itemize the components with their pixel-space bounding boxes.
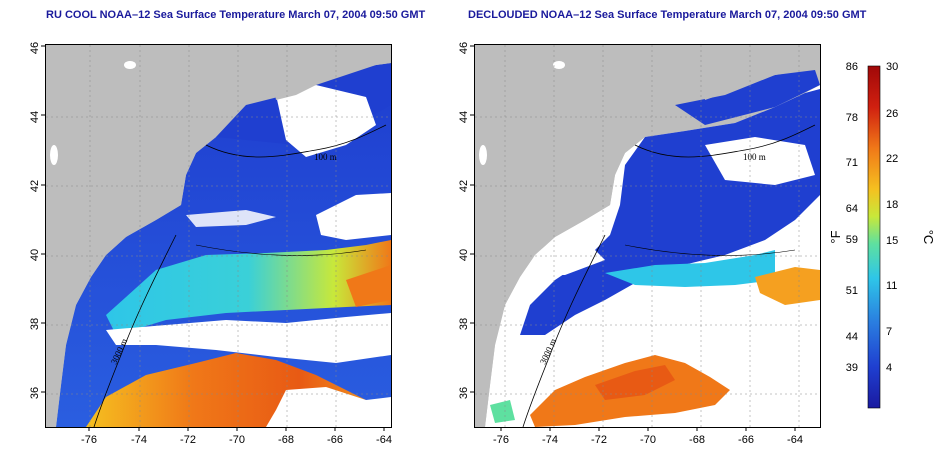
cloud-patch	[316, 193, 391, 240]
lat-tick: 44	[29, 111, 41, 123]
contour-label-shelf: 100 m	[314, 152, 337, 162]
left-lat-ticks: 46 44 42 40 38 36	[29, 42, 41, 399]
f-tick: 51	[846, 285, 858, 297]
colorbar-scale	[867, 65, 881, 409]
c-tick: 18	[886, 199, 898, 211]
c-tick: 7	[886, 326, 892, 338]
lat-tick: 38	[29, 318, 41, 330]
fahrenheit-label: °F	[828, 230, 843, 243]
lon-tick: -76	[81, 434, 97, 446]
right-sst-map[interactable]: 100 m 3000 m	[474, 44, 821, 428]
lon-tick: -70	[640, 434, 656, 446]
right-lat-ticks: 46 44 42 40 38 36	[458, 42, 470, 399]
lon-tick: -64	[376, 434, 392, 446]
lake	[50, 145, 58, 165]
lake	[124, 61, 136, 69]
lon-tick: -64	[787, 434, 803, 446]
cloud-patch	[530, 240, 605, 275]
contour-deep-2	[624, 244, 796, 256]
warm-patch-east	[755, 267, 820, 305]
lon-tick: -68	[689, 434, 705, 446]
cold-water-ne	[675, 70, 820, 125]
f-tick: 78	[846, 112, 858, 124]
lat-tick: 46	[29, 42, 41, 54]
right-lon-ticks: -76 -74 -72 -70 -68 -66 -64	[493, 434, 803, 446]
mid-water	[605, 250, 775, 287]
lat-tick: 42	[29, 180, 41, 192]
lake	[553, 61, 565, 69]
lat-tick: 36	[29, 387, 41, 399]
nova-scotia	[266, 45, 391, 100]
left-sst-map[interactable]: 100 m 3000 m	[45, 44, 392, 428]
lon-tick: -66	[327, 434, 343, 446]
map-grid	[46, 45, 391, 427]
c-tick: 30	[886, 61, 898, 73]
cloud-band	[106, 313, 391, 363]
colorbar: 86 78 71 64 59 51 44 39 30 26 22 18 15 1…	[828, 61, 936, 409]
contour-shelf	[634, 124, 816, 158]
lon-tick: -70	[229, 434, 245, 446]
fahrenheit-ticks: 86 78 71 64 59 51 44 39	[846, 61, 858, 374]
c-tick: 26	[886, 108, 898, 120]
c-tick: 15	[886, 235, 898, 247]
lon-tick: -66	[738, 434, 754, 446]
contour-deep	[93, 234, 177, 427]
left-panel-title: RU COOL NOAA–12 Sea Surface Temperature …	[46, 9, 426, 21]
f-tick: 71	[846, 157, 858, 169]
cloud-streak	[186, 210, 276, 227]
warm-core	[595, 365, 675, 400]
lat-tick: 40	[458, 249, 470, 261]
coast-land	[475, 45, 645, 427]
lat-tick: 42	[458, 180, 470, 192]
lake	[479, 145, 487, 165]
lat-tick: 36	[458, 387, 470, 399]
c-tick: 4	[886, 362, 892, 374]
cool-spot	[490, 400, 515, 423]
nova-scotia	[695, 45, 820, 100]
right-axes: 46 44 42 40 38 36 -76 -74 -72 -70 -68 -6…	[458, 42, 803, 446]
warm-water-east	[346, 265, 391, 307]
cloud-south	[266, 387, 391, 427]
lon-tick: -74	[131, 434, 147, 446]
lat-tick: 44	[458, 111, 470, 123]
cloud-north	[276, 85, 376, 157]
celsius-ticks: 30 26 22 18 15 11 7 4	[886, 61, 898, 374]
contour-shelf	[205, 124, 387, 158]
lat-tick: 46	[458, 42, 470, 54]
f-tick: 59	[846, 234, 858, 246]
lon-tick: -72	[180, 434, 196, 446]
left-axes: 46 44 42 40 38 36 -76 -74 -72 -70 -68 -6…	[29, 42, 392, 446]
lon-tick: -76	[493, 434, 509, 446]
coast-land	[46, 45, 216, 427]
c-tick: 11	[886, 280, 897, 292]
mid-water	[106, 240, 391, 335]
f-tick: 39	[846, 362, 858, 374]
contour-label-shelf: 100 m	[743, 152, 766, 162]
f-tick: 64	[846, 203, 858, 215]
c-tick: 22	[886, 153, 898, 165]
contour-deep	[522, 234, 606, 427]
lon-tick: -72	[591, 434, 607, 446]
celsius-label: °C	[921, 230, 936, 245]
lon-tick: -74	[542, 434, 558, 446]
contour-deep-2	[195, 244, 367, 256]
cloud-patch	[705, 137, 815, 185]
right-panel-title: DECLOUDED NOAA–12 Sea Surface Temperatur…	[468, 9, 867, 21]
left-lon-ticks: -76 -74 -72 -70 -68 -66 -64	[81, 434, 392, 446]
f-tick: 86	[846, 61, 858, 73]
f-tick: 44	[846, 331, 858, 343]
map-grid	[475, 45, 820, 427]
lat-tick: 40	[29, 249, 41, 261]
lon-tick: -68	[278, 434, 294, 446]
lat-tick: 38	[458, 318, 470, 330]
